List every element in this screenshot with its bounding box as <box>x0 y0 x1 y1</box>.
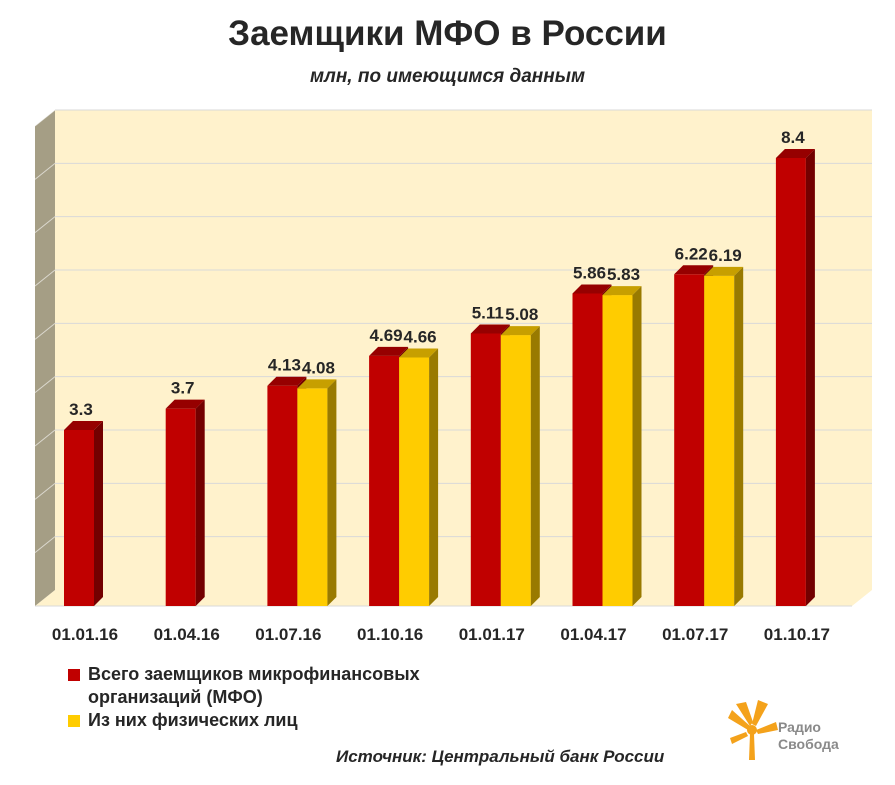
bar-top-s1-2 <box>267 376 307 386</box>
bar-s2-2 <box>297 388 328 606</box>
bar-top-s2-5 <box>602 286 642 296</box>
bar-top-s2-3 <box>399 348 439 358</box>
legend-item-total: Всего заемщиков микрофинансовых организа… <box>68 663 420 709</box>
bar-s2-3 <box>399 357 430 606</box>
bar-s1-6 <box>674 274 705 606</box>
gridline-side <box>34 482 56 500</box>
legend-label-total-line1: Всего заемщиков микрофинансовых <box>88 664 420 684</box>
bar-top-s2-2 <box>297 379 337 389</box>
gridline-side <box>34 536 56 554</box>
x-tick-label-4: 01.01.17 <box>459 625 525 644</box>
bar-s2-6 <box>704 275 735 606</box>
bar-s1-2 <box>267 385 298 606</box>
x-tick-label-3: 01.10.16 <box>357 625 423 644</box>
data-label-s1-2: 4.13 <box>268 356 301 375</box>
data-label-s1-1: 3.7 <box>171 379 195 398</box>
data-label-s2-3: 4.66 <box>404 327 437 346</box>
gridline-side <box>34 109 56 127</box>
x-tick-label-0: 01.01.16 <box>52 625 118 644</box>
bar-side-s2-5 <box>632 286 642 606</box>
bar-top-s2-4 <box>500 326 540 336</box>
x-tick-label-5: 01.04.17 <box>560 625 626 644</box>
logo-text-line2: Свобода <box>778 736 839 752</box>
gridline-side <box>34 269 56 287</box>
chart-title: Заемщики МФО в России <box>228 14 667 53</box>
bar-side-s2-6 <box>734 266 744 606</box>
logo-text-line1: Радио <box>778 719 821 735</box>
data-label-s1-6: 6.22 <box>675 244 708 263</box>
x-tick-label-6: 01.07.17 <box>662 625 728 644</box>
bar-top-s1-6 <box>674 265 714 275</box>
bar-s1-3 <box>369 355 400 606</box>
plot-side-wall <box>35 110 55 606</box>
bar-top-s1-0 <box>64 421 103 430</box>
bar-side-s2-3 <box>429 348 439 606</box>
data-label-s1-0: 3.3 <box>69 400 93 419</box>
legend-label-total-line2: организаций (МФО) <box>88 687 263 707</box>
legend-swatch-total <box>68 669 80 681</box>
data-label-s1-4: 5.11 <box>472 303 504 322</box>
bar-top-s1-1 <box>165 399 205 409</box>
bar-s1-5 <box>572 293 603 606</box>
gridline-side <box>34 162 56 180</box>
bar-top-s1-4 <box>470 324 510 334</box>
data-label-s2-2: 4.08 <box>302 358 335 377</box>
bar-side-s1-7 <box>805 149 815 606</box>
bar-s2-4 <box>500 335 531 606</box>
bar-top-s1-5 <box>572 284 612 294</box>
gridline-side <box>34 322 56 340</box>
data-label-s1-5: 5.86 <box>573 263 606 282</box>
data-label-s1-7: 8.4 <box>781 128 805 147</box>
legend: Всего заемщиков микрофинансовых организа… <box>68 663 420 732</box>
x-tick-label-2: 01.07.16 <box>255 625 321 644</box>
bar-top-s2-6 <box>704 266 744 276</box>
gridline-side <box>34 376 56 394</box>
x-tick-label-7: 01.10.17 <box>764 625 830 644</box>
logo-text: Радио Свобода <box>778 719 839 753</box>
bar-s1-0 <box>64 430 94 606</box>
x-tick-label-1: 01.04.16 <box>154 625 220 644</box>
bar-side-s1-1 <box>195 399 205 606</box>
data-label-s2-6: 6.19 <box>709 246 742 265</box>
data-label-s2-4: 5.08 <box>505 305 538 324</box>
bar-top-s1-3 <box>369 346 409 356</box>
legend-label-individuals: Из них физических лиц <box>88 710 298 730</box>
gridline-side <box>34 429 56 447</box>
legend-swatch-individuals <box>68 715 80 727</box>
radio-svoboda-logo-icon <box>728 700 778 760</box>
legend-item-individuals: Из них физических лиц <box>68 709 420 732</box>
plot-floor <box>35 590 872 606</box>
bar-side-s2-4 <box>530 326 540 606</box>
bar-s1-4 <box>470 333 501 606</box>
data-label-s1-3: 4.69 <box>370 326 403 345</box>
source-note: Источник: Центральный банк России <box>336 747 665 766</box>
bar-side-s2-2 <box>327 379 337 606</box>
bar-s1-7 <box>775 158 806 606</box>
bar-s2-5 <box>602 295 633 606</box>
bar-side-s1-0 <box>94 421 103 606</box>
bar-s1-1 <box>165 408 196 606</box>
chart-subtitle: млн, по имеющимся данным <box>309 66 586 87</box>
bar-top-s1-7 <box>775 149 815 158</box>
data-label-s2-5: 5.83 <box>607 265 640 284</box>
gridline-side <box>34 216 56 234</box>
